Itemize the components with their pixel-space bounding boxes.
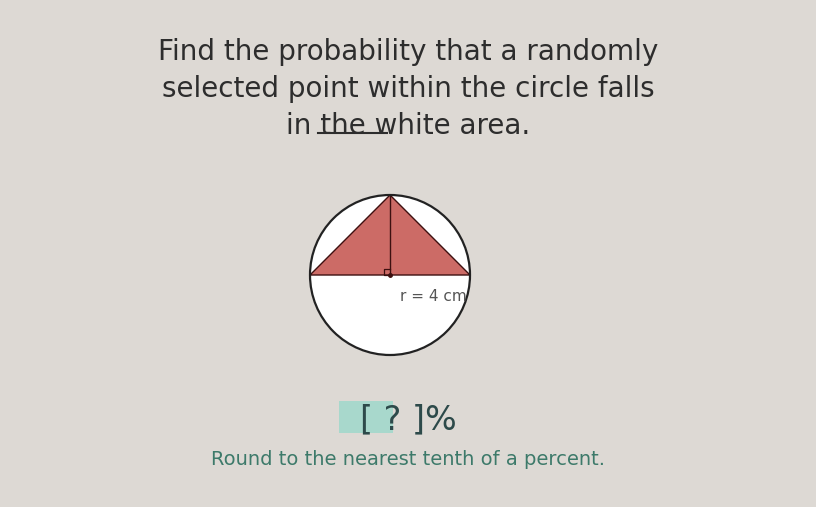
Text: Find the probability that a randomly: Find the probability that a randomly <box>157 38 659 66</box>
Text: selected point within the circle falls: selected point within the circle falls <box>162 75 654 103</box>
FancyBboxPatch shape <box>339 401 393 433</box>
Polygon shape <box>310 195 470 275</box>
Circle shape <box>310 195 470 355</box>
Text: Round to the nearest tenth of a percent.: Round to the nearest tenth of a percent. <box>211 450 605 469</box>
Text: [ ? ]%: [ ? ]% <box>360 404 456 437</box>
Text: r = 4 cm: r = 4 cm <box>400 289 467 304</box>
Text: in the white area.: in the white area. <box>286 112 530 140</box>
